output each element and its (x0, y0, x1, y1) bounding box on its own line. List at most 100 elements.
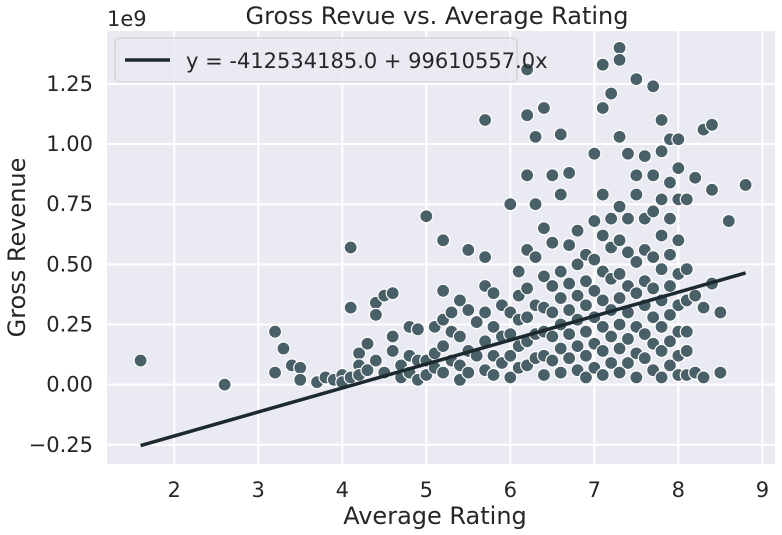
data-point (612, 40, 627, 55)
data-point (679, 343, 694, 359)
data-point (629, 168, 644, 183)
data-point (452, 293, 468, 308)
y-tick-label: 1.25 (46, 72, 93, 96)
data-point (662, 358, 678, 373)
data-point (704, 117, 720, 132)
x-tick-label: 6 (504, 478, 517, 502)
data-point (595, 319, 610, 334)
y-tick-label: 0.25 (46, 312, 93, 336)
data-point (595, 343, 610, 359)
data-point (713, 305, 728, 320)
data-point (368, 307, 383, 322)
data-point (620, 245, 636, 260)
data-point (553, 341, 568, 356)
data-point (620, 211, 636, 226)
data-point (385, 329, 400, 344)
data-point (486, 319, 501, 334)
data-points (133, 40, 753, 392)
data-point (553, 187, 568, 202)
data-point (688, 288, 703, 303)
data-point (343, 240, 358, 255)
data-point (646, 204, 661, 219)
x-axis-ticks: 2 3 4 5 6 7 8 9 (168, 478, 770, 502)
data-point (612, 233, 627, 248)
data-point (503, 348, 518, 363)
data-point (469, 314, 484, 330)
legend-box (114, 37, 518, 83)
data-point (503, 370, 518, 385)
x-tick-label: 3 (252, 478, 265, 502)
data-point (654, 228, 669, 243)
data-point (419, 209, 434, 224)
data-point (738, 177, 753, 193)
data-point (654, 262, 669, 277)
data-point (654, 319, 669, 334)
data-point (654, 370, 669, 385)
data-point (578, 274, 594, 289)
legend-label: y = -412534185.0 + 99610557.0x (186, 49, 548, 73)
y-tick-label: 1.00 (46, 132, 93, 156)
data-point (536, 221, 552, 236)
data-point (553, 290, 568, 306)
data-point (444, 305, 459, 320)
data-point (620, 146, 636, 161)
data-point (520, 281, 535, 296)
data-point (654, 112, 669, 128)
y-axis-ticks: −0.25 0.00 0.25 0.50 0.75 1.00 1.25 (29, 72, 93, 457)
data-point (368, 353, 383, 368)
data-point (696, 300, 711, 315)
data-point (604, 329, 619, 344)
data-point (461, 242, 476, 258)
data-point (713, 365, 728, 380)
data-point (578, 348, 594, 363)
data-point (343, 300, 358, 315)
data-point (629, 72, 644, 87)
data-point (612, 341, 627, 356)
data-point (570, 288, 585, 303)
data-point (570, 223, 585, 238)
data-point (528, 250, 543, 265)
data-point (637, 327, 652, 342)
data-point (360, 363, 375, 378)
data-point (671, 132, 686, 147)
data-point (688, 170, 703, 185)
data-point (570, 339, 585, 354)
data-point (486, 286, 501, 301)
data-point (562, 327, 577, 342)
data-point (654, 144, 669, 159)
data-point (478, 250, 493, 265)
data-point (436, 233, 451, 248)
x-tick-label: 2 (168, 478, 181, 502)
data-point (360, 336, 375, 351)
data-point (604, 355, 619, 371)
data-point (662, 278, 678, 294)
y-tick-label: 0.50 (46, 252, 93, 276)
data-point (553, 264, 568, 279)
data-point (570, 257, 585, 272)
data-point (662, 247, 678, 262)
data-point (604, 86, 619, 101)
data-point (595, 228, 610, 243)
data-point (637, 148, 652, 164)
x-tick-label: 7 (588, 478, 601, 502)
data-point (520, 108, 535, 123)
data-point (629, 286, 644, 301)
data-point (662, 175, 678, 190)
data-point (436, 283, 451, 298)
x-tick-label: 9 (756, 478, 769, 502)
data-point (545, 353, 560, 368)
data-point (385, 286, 400, 301)
data-point (679, 324, 694, 339)
x-axis-label: Average Rating (343, 502, 527, 530)
data-point (217, 377, 232, 392)
data-point (704, 182, 720, 197)
data-point (671, 233, 686, 248)
data-point (478, 305, 493, 320)
data-point (662, 334, 678, 349)
y-tick-label: 0.75 (46, 192, 93, 216)
data-point (662, 307, 678, 322)
data-point (436, 339, 451, 354)
data-point (578, 298, 594, 313)
data-point (679, 192, 694, 207)
data-point (646, 79, 661, 94)
